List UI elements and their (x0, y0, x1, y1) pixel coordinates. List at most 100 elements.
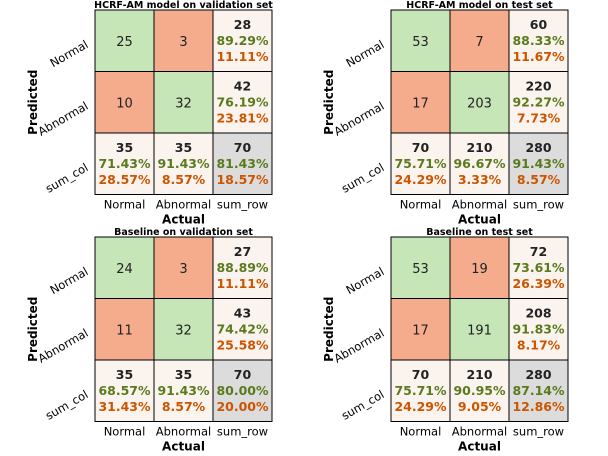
sum-error: 8.57% (162, 172, 206, 187)
x-axis-label: Actual (458, 213, 501, 227)
sum-error: 11.11% (216, 276, 269, 291)
y-tick-label: Normal (47, 264, 90, 297)
sum-total: 35 (116, 367, 133, 382)
y-tick-label: Abnormal (35, 326, 90, 366)
x-tick-label: Abnormal (452, 198, 507, 212)
sum-total: 27 (234, 244, 251, 259)
cell-count: 32 (175, 323, 192, 338)
cell-count: 191 (467, 323, 492, 338)
sum-total: 220 (525, 79, 551, 94)
sum-error: 31.43% (98, 399, 151, 414)
sum-accuracy: 71.43% (98, 156, 151, 171)
confusion-matrix-2: HCRF-AM model on test set 53 7 6088.33%11.6… (322, 0, 569, 227)
matrix-cell (508, 298, 569, 361)
matrix-cell (390, 236, 451, 299)
matrix-cell (153, 132, 214, 195)
cell-count: 3 (179, 262, 187, 277)
sum-accuracy: 75.71% (394, 156, 447, 171)
sum-error: 12.86% (512, 399, 565, 414)
matrix-cell (94, 132, 155, 195)
sum-error: 18.57% (216, 172, 269, 187)
sum-accuracy: 91.43% (157, 156, 210, 171)
cell-count: 203 (467, 96, 492, 111)
sum-accuracy: 73.61% (512, 260, 565, 275)
sum-error: 7.73% (517, 111, 561, 126)
sum-error: 11.67% (512, 49, 565, 64)
matrix-cell (508, 236, 569, 299)
matrix-cell (212, 71, 273, 134)
sum-total: 70 (412, 367, 430, 382)
x-tick-label: Normal (104, 198, 146, 212)
chart-title: Baseline on validation set (114, 227, 253, 238)
sum-total: 280 (525, 140, 551, 155)
cell-count: 10 (116, 96, 133, 111)
cell-count: 7 (475, 35, 483, 50)
x-axis-label: Actual (458, 440, 501, 454)
x-tick-label: Abnormal (156, 425, 211, 439)
sum-accuracy: 81.43% (216, 156, 269, 171)
sum-accuracy: 87.14% (512, 383, 565, 398)
sum-accuracy: 91.83% (512, 322, 565, 337)
matrix-cell (390, 132, 451, 195)
sum-total: 35 (116, 140, 133, 155)
sum-total: 35 (175, 140, 192, 155)
y-axis-label: Predicted (26, 70, 40, 135)
matrix-cell (449, 132, 510, 195)
matrix-cell (94, 236, 155, 299)
matrix-cell (508, 9, 569, 72)
matrix-cell (390, 298, 451, 361)
sum-accuracy: 88.33% (512, 33, 565, 48)
x-tick-label: Normal (104, 425, 146, 439)
sum-error: 23.81% (216, 111, 269, 126)
sum-error: 8.57% (517, 172, 561, 187)
sum-accuracy: 88.89% (216, 260, 269, 275)
sum-error: 24.29% (394, 399, 447, 414)
matrix-cell (449, 71, 510, 134)
matrix-cell (212, 132, 273, 195)
sum-total: 28 (234, 17, 251, 32)
x-axis-label: Actual (162, 213, 205, 227)
sum-total: 43 (234, 306, 251, 321)
x-tick-label: Abnormal (156, 198, 211, 212)
matrix-cell (153, 298, 214, 361)
cell-count: 19 (471, 262, 488, 277)
chart-title: Baseline on test set (426, 227, 533, 238)
matrix-cell (449, 236, 510, 299)
sum-total: 210 (466, 140, 492, 155)
cell-count: 53 (412, 35, 429, 50)
x-tick-label: sum_row (513, 198, 564, 212)
y-tick-label: Normal (343, 37, 386, 70)
sum-total: 35 (175, 367, 192, 382)
sum-total: 60 (530, 17, 548, 32)
x-tick-label: Normal (400, 425, 442, 439)
sum-total: 72 (530, 244, 547, 259)
cell-count: 11 (116, 323, 133, 338)
y-tick-label: Normal (343, 264, 386, 297)
x-axis-label: Actual (162, 440, 205, 454)
sum-accuracy: 68.57% (98, 383, 151, 398)
sum-total: 208 (525, 306, 551, 321)
sum-error: 8.17% (517, 338, 561, 353)
matrix-cell (94, 359, 155, 422)
cell-count: 32 (175, 96, 192, 111)
matrix-cell (508, 359, 569, 422)
chart-title: HCRF-AM model on validation set (94, 0, 273, 11)
y-tick-label: Abnormal (331, 99, 386, 139)
sum-total: 70 (412, 140, 430, 155)
sum-accuracy: 89.29% (216, 33, 269, 48)
y-tick-label: Abnormal (331, 326, 386, 366)
chart-title: HCRF-AM model on test set (406, 0, 553, 11)
sum-error: 24.29% (394, 172, 447, 187)
matrix-cell (212, 359, 273, 422)
matrix-cell (390, 9, 451, 72)
matrix-cell (212, 298, 273, 361)
sum-accuracy: 91.43% (512, 156, 565, 171)
sum-error: 11.11% (216, 49, 269, 64)
y-tick-label: sum_col (339, 160, 387, 196)
y-tick-label: sum_col (43, 160, 91, 196)
matrix-cell (94, 9, 155, 72)
sum-accuracy: 80.00% (216, 383, 269, 398)
sum-total: 70 (234, 367, 252, 382)
